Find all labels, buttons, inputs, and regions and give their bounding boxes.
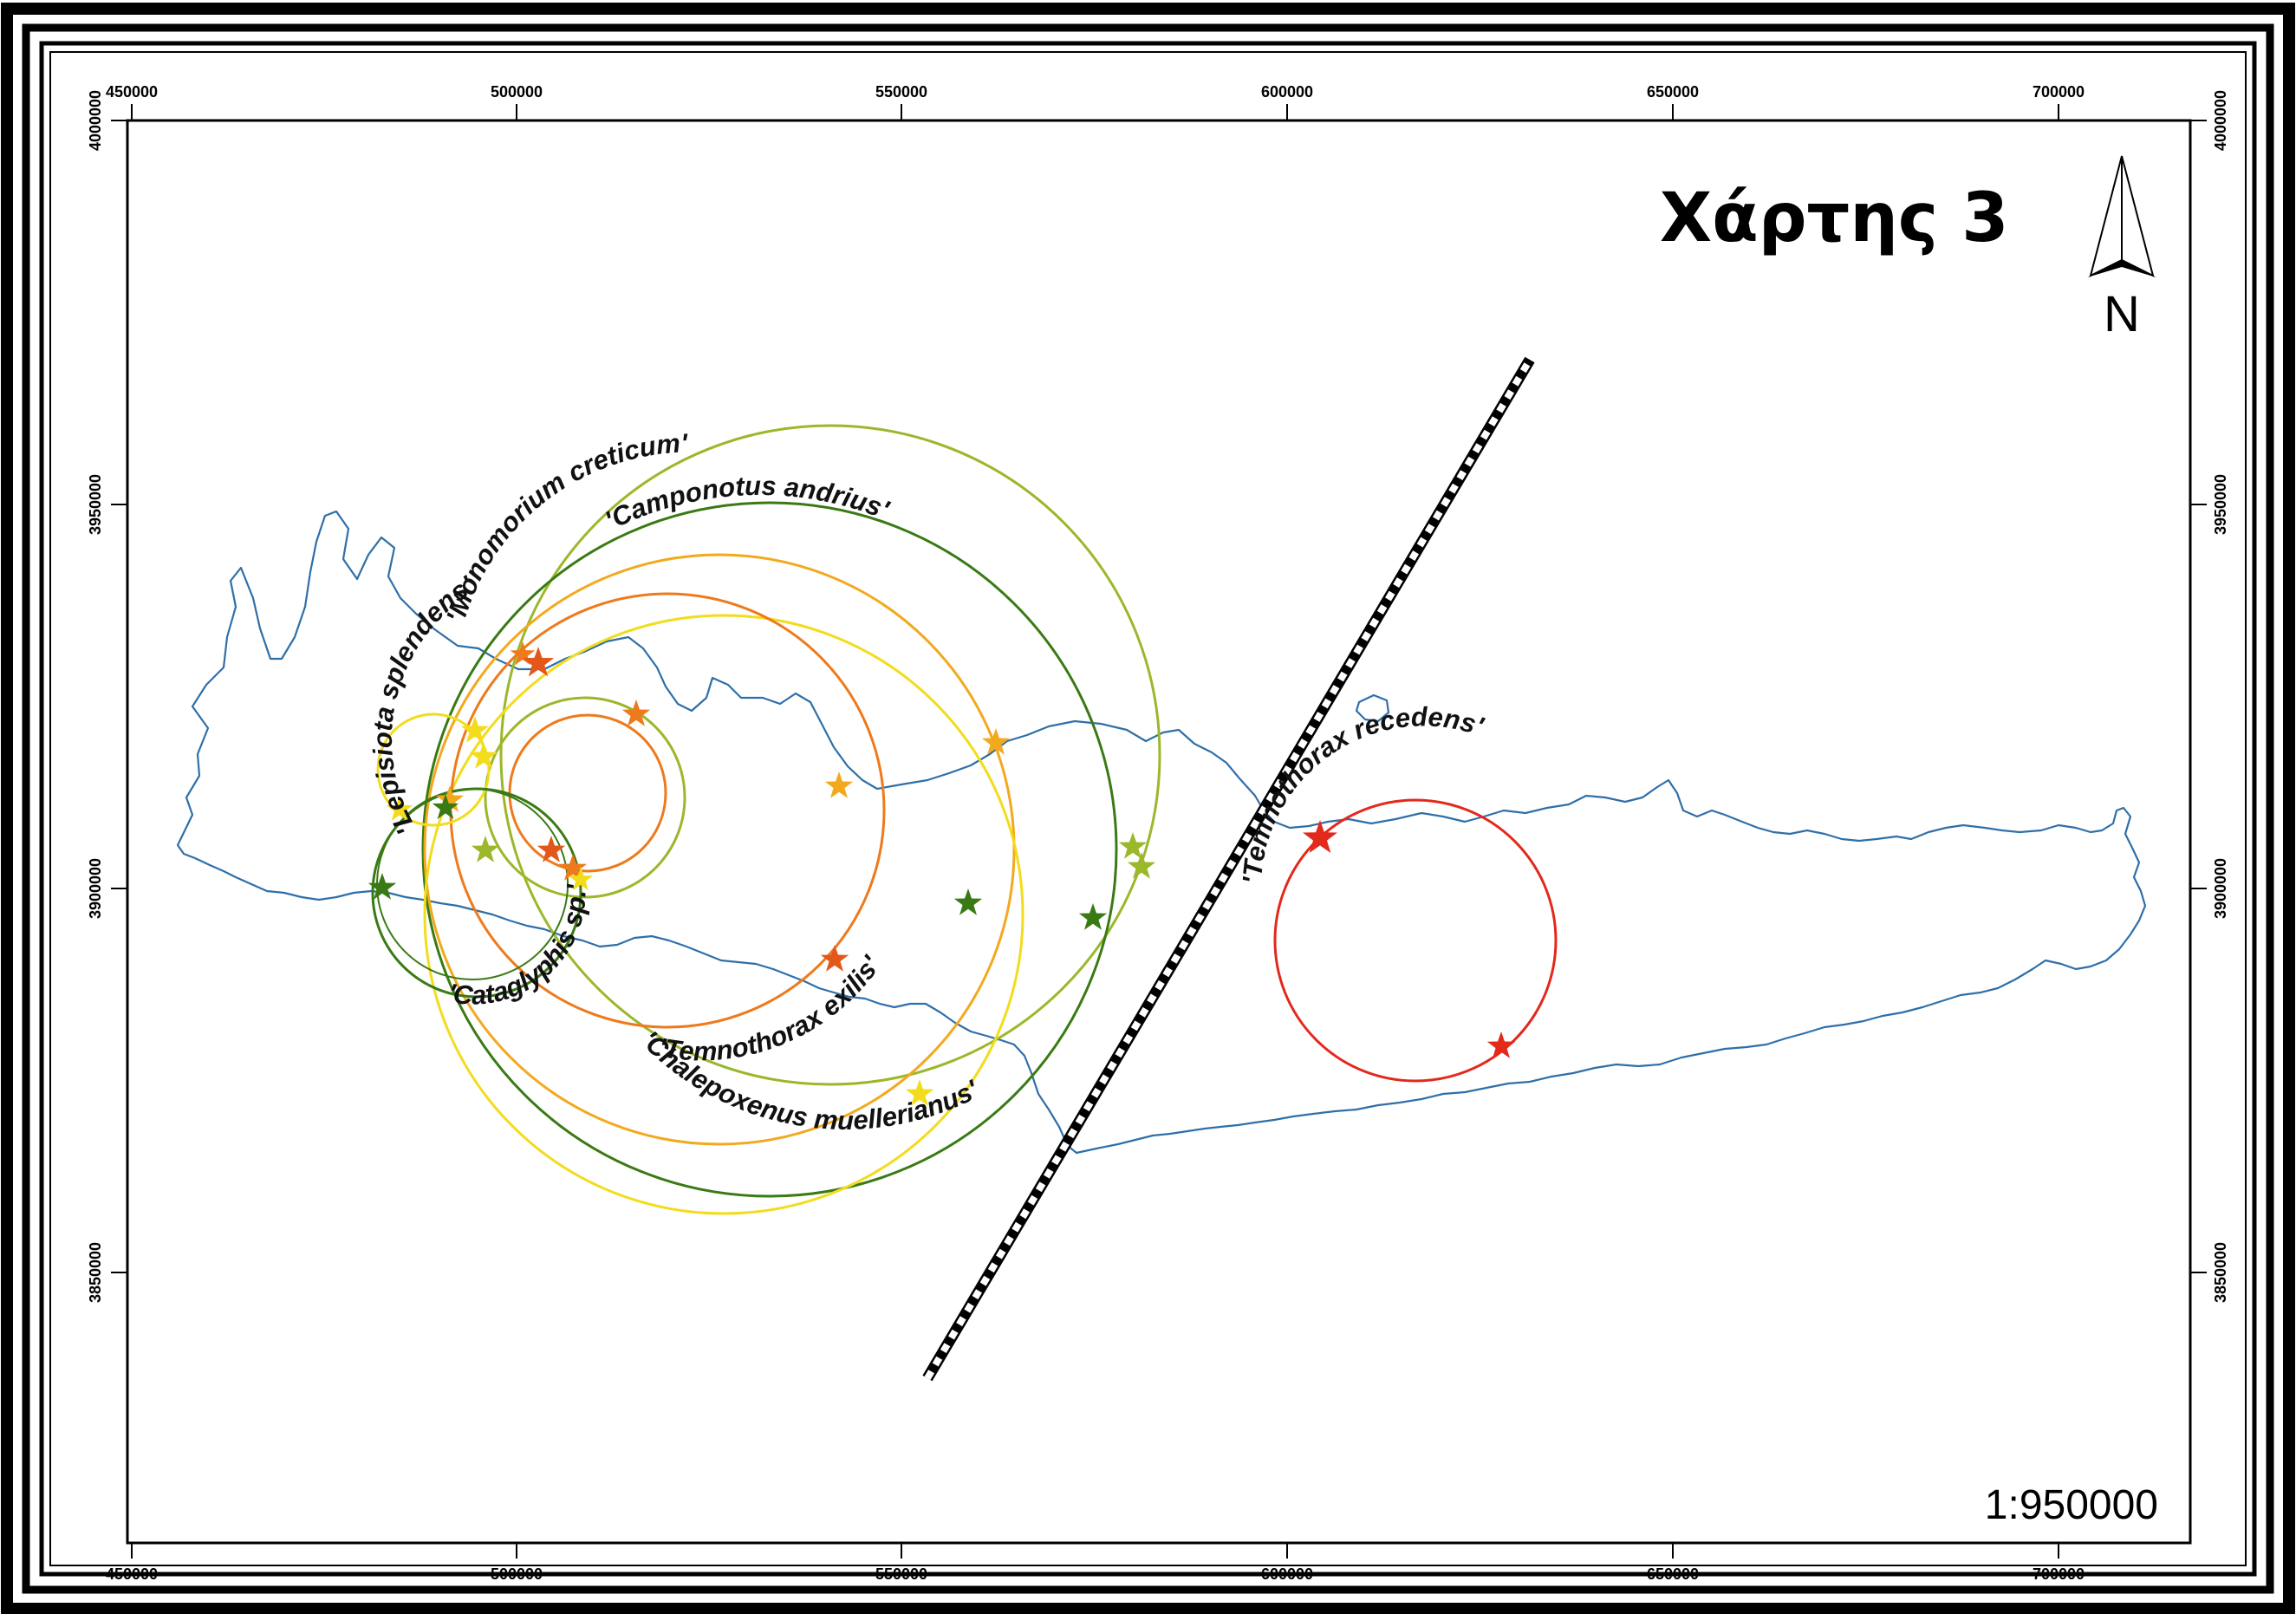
- tick-label-x: 500000: [491, 1565, 543, 1583]
- division-line: [922, 356, 1535, 1382]
- right-tick-labels: 4000000 3950000 3900000 3850000: [2212, 90, 2229, 1303]
- tick-label-y: 3850000: [2212, 1242, 2229, 1303]
- tick-label-x: 450000: [106, 83, 158, 101]
- tick-label-y: 3850000: [87, 1242, 104, 1303]
- tick-label-y: 3950000: [87, 474, 104, 535]
- tick-label-y: 4000000: [87, 90, 104, 151]
- tick-label-y: 3900000: [87, 858, 104, 919]
- scale-label: 1:950000: [1985, 1482, 2158, 1528]
- bottom-tick-labels: 450000 500000 550000 600000 650000 70000…: [106, 1565, 2085, 1583]
- range-circle-lepisiota: [376, 713, 491, 827]
- range-circle-camponotus: [421, 501, 1118, 1198]
- tick-label-y: 3950000: [2212, 474, 2229, 535]
- top-tick-labels: 450000 500000 550000 600000 650000 70000…: [106, 83, 2085, 101]
- top-axis-ticks: [131, 104, 2059, 120]
- crete-coastline: [176, 510, 2147, 1155]
- tick-label-x: 600000: [1261, 1565, 1313, 1583]
- range-circle-chalepoxenus-yellow: [423, 614, 1024, 1215]
- left-tick-labels: 4000000 3950000 3900000 3850000: [87, 90, 104, 1303]
- range-circle-monomorium: [499, 424, 1161, 1086]
- tick-label-x: 550000: [875, 83, 927, 101]
- north-label: N: [2104, 286, 2140, 342]
- tick-label-x: 700000: [2033, 1565, 2085, 1583]
- tick-label-x: 450000: [106, 1565, 158, 1583]
- tick-label-x: 700000: [2033, 83, 2085, 101]
- tick-label-y: 3900000: [2212, 858, 2229, 919]
- map-title: Χάρτης 3: [1660, 179, 2009, 257]
- tick-label-x: 650000: [1647, 1565, 1699, 1583]
- north-arrow-icon: N: [2087, 155, 2156, 342]
- range-circle-temnothorax-recedens: [1273, 798, 1558, 1083]
- tick-label-x: 550000: [875, 1565, 927, 1583]
- tick-label-x: 500000: [491, 83, 543, 101]
- side-axis-ticks: [111, 120, 2207, 1273]
- tick-label-x: 650000: [1647, 83, 1699, 101]
- range-circles: [371, 424, 1558, 1215]
- tick-label-x: 600000: [1261, 83, 1313, 101]
- tick-label-y: 4000000: [2212, 90, 2229, 151]
- map-frame: [1, 3, 2295, 1614]
- bottom-axis-ticks: [131, 1543, 2059, 1559]
- range-circle-chalepoxenus-gold: [423, 553, 1016, 1146]
- range-circle-small-lightgreen: [484, 696, 686, 899]
